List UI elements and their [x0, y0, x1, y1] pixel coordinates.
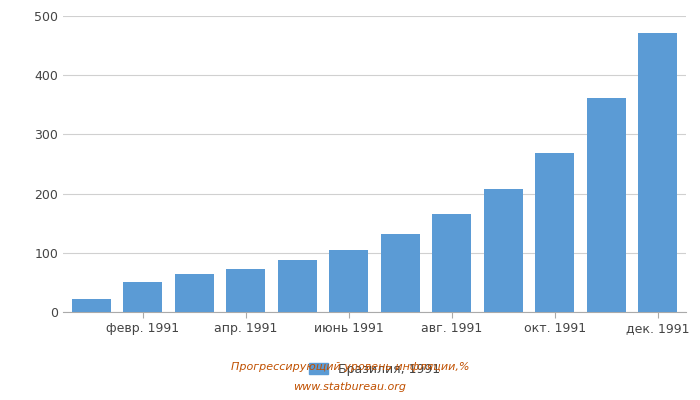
Bar [381, 234, 419, 312]
Bar [536, 153, 574, 312]
Text: www.statbureau.org: www.statbureau.org [293, 382, 407, 392]
Bar [72, 299, 111, 312]
Bar [484, 189, 522, 312]
Bar [330, 250, 368, 312]
Bar [123, 282, 162, 312]
Bar [587, 98, 626, 312]
Bar [638, 32, 677, 312]
Bar [175, 274, 214, 312]
Bar [433, 214, 471, 312]
Bar [227, 269, 265, 312]
Text: Прогрессирующий уровень инфляции,%: Прогрессирующий уровень инфляции,% [231, 362, 469, 372]
Legend: Бразилия, 1991: Бразилия, 1991 [309, 363, 440, 376]
Bar [278, 260, 316, 312]
